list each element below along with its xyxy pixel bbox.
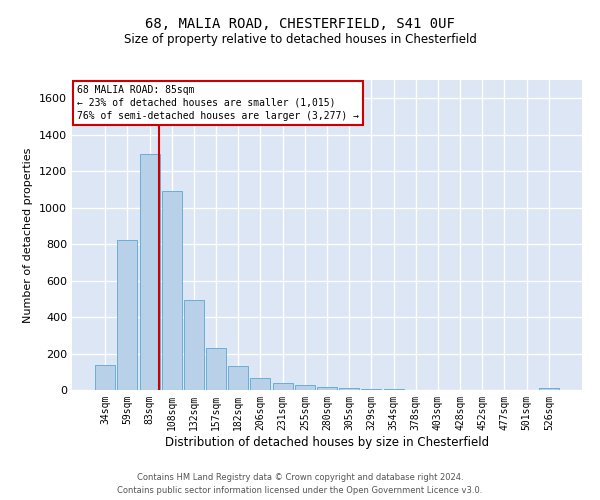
Bar [162,191,182,390]
Bar [140,154,160,390]
Bar [339,388,359,390]
Bar [361,389,382,390]
X-axis label: Distribution of detached houses by size in Chesterfield: Distribution of detached houses by size … [165,436,489,448]
Text: Size of property relative to detached houses in Chesterfield: Size of property relative to detached ho… [124,32,476,46]
Bar [295,385,315,390]
Bar [206,348,226,390]
Bar [184,300,204,390]
Text: 68 MALIA ROAD: 85sqm
← 23% of detached houses are smaller (1,015)
76% of semi-de: 68 MALIA ROAD: 85sqm ← 23% of detached h… [77,84,359,121]
Bar [250,378,271,390]
Bar [118,240,137,390]
Bar [228,366,248,390]
Bar [539,388,559,390]
Text: 68, MALIA ROAD, CHESTERFIELD, S41 0UF: 68, MALIA ROAD, CHESTERFIELD, S41 0UF [145,18,455,32]
Bar [95,366,115,390]
Y-axis label: Number of detached properties: Number of detached properties [23,148,34,322]
Text: Contains HM Land Registry data © Crown copyright and database right 2024.
Contai: Contains HM Land Registry data © Crown c… [118,474,482,495]
Bar [317,388,337,390]
Bar [272,383,293,390]
